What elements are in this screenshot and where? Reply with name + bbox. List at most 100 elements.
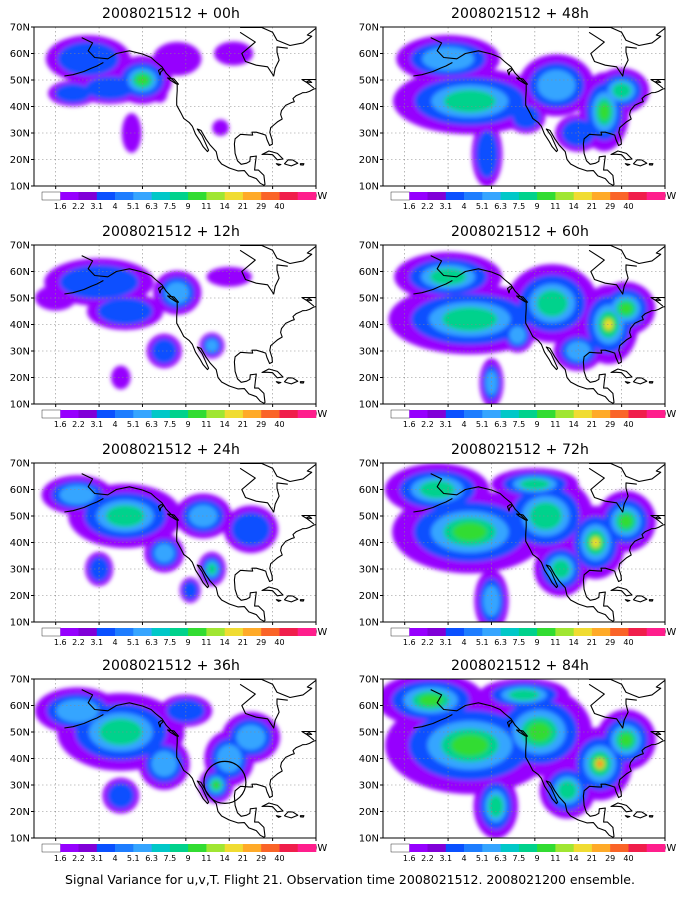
colorbar-swatch xyxy=(41,627,61,637)
island-outline xyxy=(632,159,648,167)
colorbar-swatch xyxy=(482,192,501,200)
variance-contour xyxy=(604,319,613,330)
latitude-label: 50N xyxy=(359,294,379,305)
island-outline xyxy=(516,513,529,521)
colorbar-swatch xyxy=(610,410,629,418)
colorbar-level-label: 7.5 xyxy=(513,638,526,647)
colorbar-swatch xyxy=(188,844,207,852)
colorbar-swatch xyxy=(518,844,538,852)
colorbar-level-label: 14 xyxy=(220,420,230,429)
variance-contour xyxy=(418,694,443,707)
island-outline xyxy=(167,77,180,85)
colorbar-level-label: 7.5 xyxy=(164,638,177,647)
colorbar-level-label: 29 xyxy=(605,854,615,863)
variance-map: 10N20N30N40N50N60N70N180160W140W120W100W… xyxy=(10,241,328,430)
latitude-label: 30N xyxy=(359,347,379,358)
colorbar-level-label: 6.3 xyxy=(145,638,158,647)
coastline-hudson-bay xyxy=(588,683,637,729)
panel-title: 2008021512 + 84h xyxy=(451,658,589,674)
island-outline xyxy=(167,295,180,303)
colorbar-level-label: 4 xyxy=(113,638,118,647)
colorbar-swatch xyxy=(464,410,483,418)
coastlines xyxy=(64,245,316,404)
island-outline xyxy=(516,729,529,737)
colorbar-swatch xyxy=(445,192,465,200)
colorbar-swatch xyxy=(96,844,116,852)
island-outline xyxy=(667,294,681,307)
colorbar-swatch xyxy=(242,192,262,200)
colorbar-level-label: 14 xyxy=(220,854,230,863)
colorbar-swatch xyxy=(628,844,648,852)
variance-contour xyxy=(488,795,504,818)
colorbar-swatch xyxy=(390,191,410,201)
colorbar-swatch xyxy=(41,191,61,201)
latitude-label: 20N xyxy=(10,373,30,384)
colorbar-swatch xyxy=(409,844,428,852)
latitude-label: 50N xyxy=(359,76,379,87)
colorbar-swatch xyxy=(279,410,299,418)
variance-contour xyxy=(59,485,96,505)
variance-contour xyxy=(619,514,633,528)
variance-contour xyxy=(151,750,177,777)
colorbar-level-label: 2.2 xyxy=(421,420,434,429)
latitude-label: 10N xyxy=(10,400,30,411)
variance-map: 10N20N30N40N50N60N70N180160W140W120W100W… xyxy=(10,459,328,648)
variance-contour xyxy=(236,724,266,750)
colorbar-swatch xyxy=(60,410,79,418)
coastlines xyxy=(64,679,316,838)
colorbar-level-label: 2.2 xyxy=(421,638,434,647)
colorbar-swatch xyxy=(151,192,171,200)
coastline-north-america xyxy=(430,473,665,622)
variance-contour xyxy=(558,780,577,800)
island-outline xyxy=(648,163,654,166)
colorbar-level-label: 4 xyxy=(462,854,467,863)
latitude-label: 20N xyxy=(10,807,30,818)
variance-contour xyxy=(207,563,217,575)
coastline-arctic xyxy=(589,27,665,47)
colorbar-level-label: 5.1 xyxy=(476,420,489,429)
colorbar-level-label: 1.6 xyxy=(54,638,67,647)
latitude-label: 10N xyxy=(10,834,30,845)
coastline-hudson-bay xyxy=(239,683,288,729)
colorbar-swatch xyxy=(482,410,501,418)
map-grid xyxy=(383,245,665,404)
latitude-label: 30N xyxy=(359,129,379,140)
island-outline xyxy=(157,68,165,76)
colorbar-level-label: 21 xyxy=(238,202,248,211)
colorbar-level-label: 4 xyxy=(462,420,467,429)
colorbar-swatch xyxy=(390,409,410,419)
variance-contour xyxy=(105,505,145,527)
forecast-panel-48h: 2008021512 + 48h 10N20N30N40N50N60N70N18… xyxy=(355,0,685,220)
variance-contour xyxy=(111,365,131,390)
colorbar-swatch xyxy=(297,192,317,200)
colorbar-swatch xyxy=(537,192,556,200)
colorbar-swatch xyxy=(646,628,666,636)
variance-contour xyxy=(216,744,242,773)
colorbar-level-label: 40 xyxy=(274,420,284,429)
island-outline xyxy=(648,815,654,818)
colorbar-level-label: 6.3 xyxy=(494,420,507,429)
island-outline xyxy=(283,159,299,167)
island-outline xyxy=(506,68,514,76)
island-outline xyxy=(654,79,662,83)
variance-map: 10N20N30N40N50N60N70N180160W140W120W100W… xyxy=(359,23,677,212)
variance-map: 10N20N30N40N50N60N70N180160W140W120W100W… xyxy=(359,675,677,864)
colorbar-swatch xyxy=(427,844,447,852)
variance-contour xyxy=(612,82,631,99)
island-outline xyxy=(305,515,313,519)
colorbar-swatch xyxy=(537,628,556,636)
island-outline xyxy=(624,163,631,166)
colorbar-level-label: 2.2 xyxy=(72,854,85,863)
colorbar-level-label: 29 xyxy=(256,420,266,429)
colorbar-swatch xyxy=(628,628,648,636)
colorbar-level-label: 29 xyxy=(605,638,615,647)
latitude-label: 20N xyxy=(10,155,30,166)
coastline-aleutians xyxy=(64,280,104,295)
colorbar-level-label: 4 xyxy=(113,420,118,429)
variance-contour xyxy=(443,89,496,113)
latitude-label: 50N xyxy=(10,728,30,739)
latitude-label: 10N xyxy=(359,400,379,411)
coastline-hudson-bay xyxy=(239,249,288,295)
colorbar-swatch xyxy=(482,844,501,852)
island-outline xyxy=(283,811,299,819)
